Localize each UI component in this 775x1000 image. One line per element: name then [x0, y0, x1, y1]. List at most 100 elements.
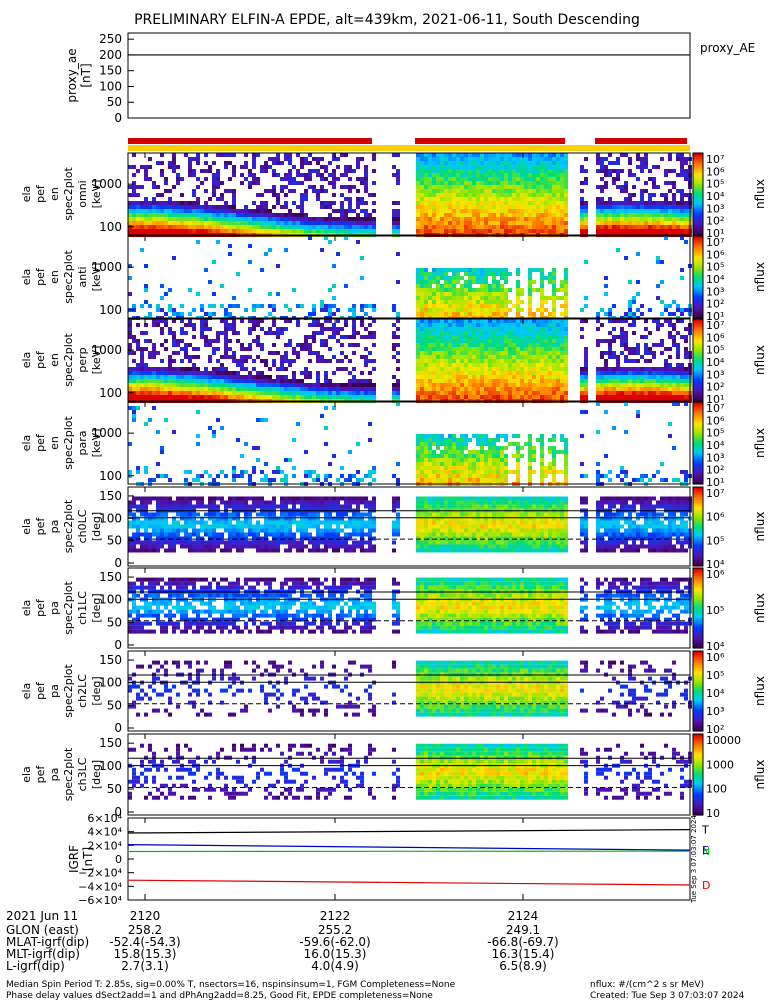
spectrogram-cell — [436, 478, 440, 482]
colorbar-cell — [693, 351, 703, 355]
spectrogram-cell — [236, 387, 240, 391]
spectrogram-cell — [440, 161, 444, 165]
spectrogram-cell — [492, 331, 496, 335]
spectrogram-cell — [512, 367, 516, 371]
spectrogram-cell — [616, 185, 620, 189]
spectrogram-cell — [668, 331, 672, 335]
spectrogram-cell — [256, 458, 260, 462]
spectrogram-cell — [612, 177, 616, 181]
spectrogram-cell — [132, 181, 136, 185]
spectrogram-cell — [516, 280, 520, 284]
spectrogram-cell — [164, 225, 168, 229]
spectrogram-cell — [520, 359, 524, 363]
spectrogram-cell — [180, 213, 184, 217]
spectrogram-cell — [312, 323, 316, 327]
spectrogram-cell — [560, 304, 564, 308]
spectrogram-cell — [516, 327, 520, 331]
spectrogram-cell — [604, 383, 608, 387]
spectrogram-cell — [272, 225, 276, 229]
spectrogram-cell — [672, 209, 676, 213]
spectrogram-cell — [680, 367, 684, 371]
spectrogram-cell — [448, 379, 452, 383]
spectrogram-cell — [504, 288, 508, 292]
spectrogram-cell — [340, 466, 344, 470]
spectrogram-cell — [464, 153, 468, 157]
spectrogram-cell — [128, 292, 132, 296]
spectrogram-cell — [276, 466, 280, 470]
spectrogram-cell — [288, 225, 292, 229]
spectrogram-cell — [552, 169, 556, 173]
spectrogram-cell — [268, 327, 272, 331]
spectrogram-cell — [524, 359, 528, 363]
spectrogram-cell — [192, 355, 196, 359]
spectrogram-cell — [440, 359, 444, 363]
spectrogram-cell — [544, 359, 548, 363]
spectrogram-cell — [244, 221, 248, 225]
spectrogram-cell — [316, 375, 320, 379]
spectrogram-cell — [492, 268, 496, 272]
spectrogram-cell — [232, 331, 236, 335]
spectrogram-cell — [248, 225, 252, 229]
spectrogram-cell — [440, 217, 444, 221]
spectrogram-cell — [480, 288, 484, 292]
spectrogram-cell — [620, 169, 624, 173]
colorbar-cell — [693, 380, 703, 384]
spectrogram-cell — [548, 157, 552, 161]
spectrogram-cell — [504, 323, 508, 327]
spectrogram-cell — [336, 252, 340, 256]
spectrogram-cell — [488, 296, 492, 300]
spectrogram-cell — [128, 209, 132, 213]
spectrogram-cell — [208, 474, 212, 478]
spectrogram-cell — [264, 217, 268, 221]
spectrogram-cell — [648, 395, 652, 399]
spectrogram-cell — [500, 363, 504, 367]
spectrogram-cell — [440, 391, 444, 395]
spectrogram-cell — [476, 296, 480, 300]
spectrogram-cell — [260, 375, 264, 379]
colorbar-cell — [693, 360, 703, 363]
spectrogram-cell — [160, 327, 164, 331]
colorbar-cell — [693, 157, 703, 160]
spectrogram-cell — [420, 181, 424, 185]
spectrogram-cell — [300, 201, 304, 205]
spectrogram-cell — [140, 201, 144, 205]
spectrogram-cell — [548, 153, 552, 157]
spectrogram-cell — [148, 209, 152, 213]
spectrogram-cell — [620, 371, 624, 375]
spectrogram-cell — [164, 312, 168, 316]
spectrogram-cell — [452, 181, 456, 185]
spectrogram-cell — [204, 205, 208, 209]
spectrogram-cell — [476, 189, 480, 193]
spectrogram-cell — [420, 225, 424, 229]
spectrogram-cell — [544, 205, 548, 209]
spectrogram-cell — [544, 209, 548, 213]
spectrogram-cell — [244, 359, 248, 363]
spectrogram-cell — [432, 193, 436, 197]
spectrogram-cell — [260, 193, 264, 197]
spectrogram-cell — [428, 470, 432, 474]
spectrogram-cell — [580, 327, 584, 331]
spectrogram-cell — [600, 185, 604, 189]
spectrogram-cell — [480, 165, 484, 169]
spectrogram-cell — [484, 343, 488, 347]
spectrogram-cell — [532, 201, 536, 205]
spectrogram-cell — [304, 343, 308, 347]
spectrogram-cell — [628, 161, 632, 165]
spectrogram-cell — [452, 343, 456, 347]
spectrogram-cell — [448, 383, 452, 387]
spectrogram-cell — [528, 347, 532, 351]
spectrogram-cell — [480, 312, 484, 316]
spectrogram-cell — [544, 391, 548, 395]
spectrogram-cell — [168, 331, 172, 335]
spectrogram-cell — [636, 153, 640, 157]
spectrogram-cell — [596, 161, 600, 165]
spectrogram-cell — [640, 193, 644, 197]
spectrogram-cell — [276, 331, 280, 335]
spectrogram-cell — [444, 229, 448, 233]
spectrogram-cell — [308, 236, 312, 240]
spectrogram-cell — [292, 213, 296, 217]
spectrogram-cell — [440, 165, 444, 169]
spectrogram-cell — [420, 450, 424, 454]
spectrogram-cell — [252, 327, 256, 331]
spectrogram-cell — [316, 173, 320, 177]
